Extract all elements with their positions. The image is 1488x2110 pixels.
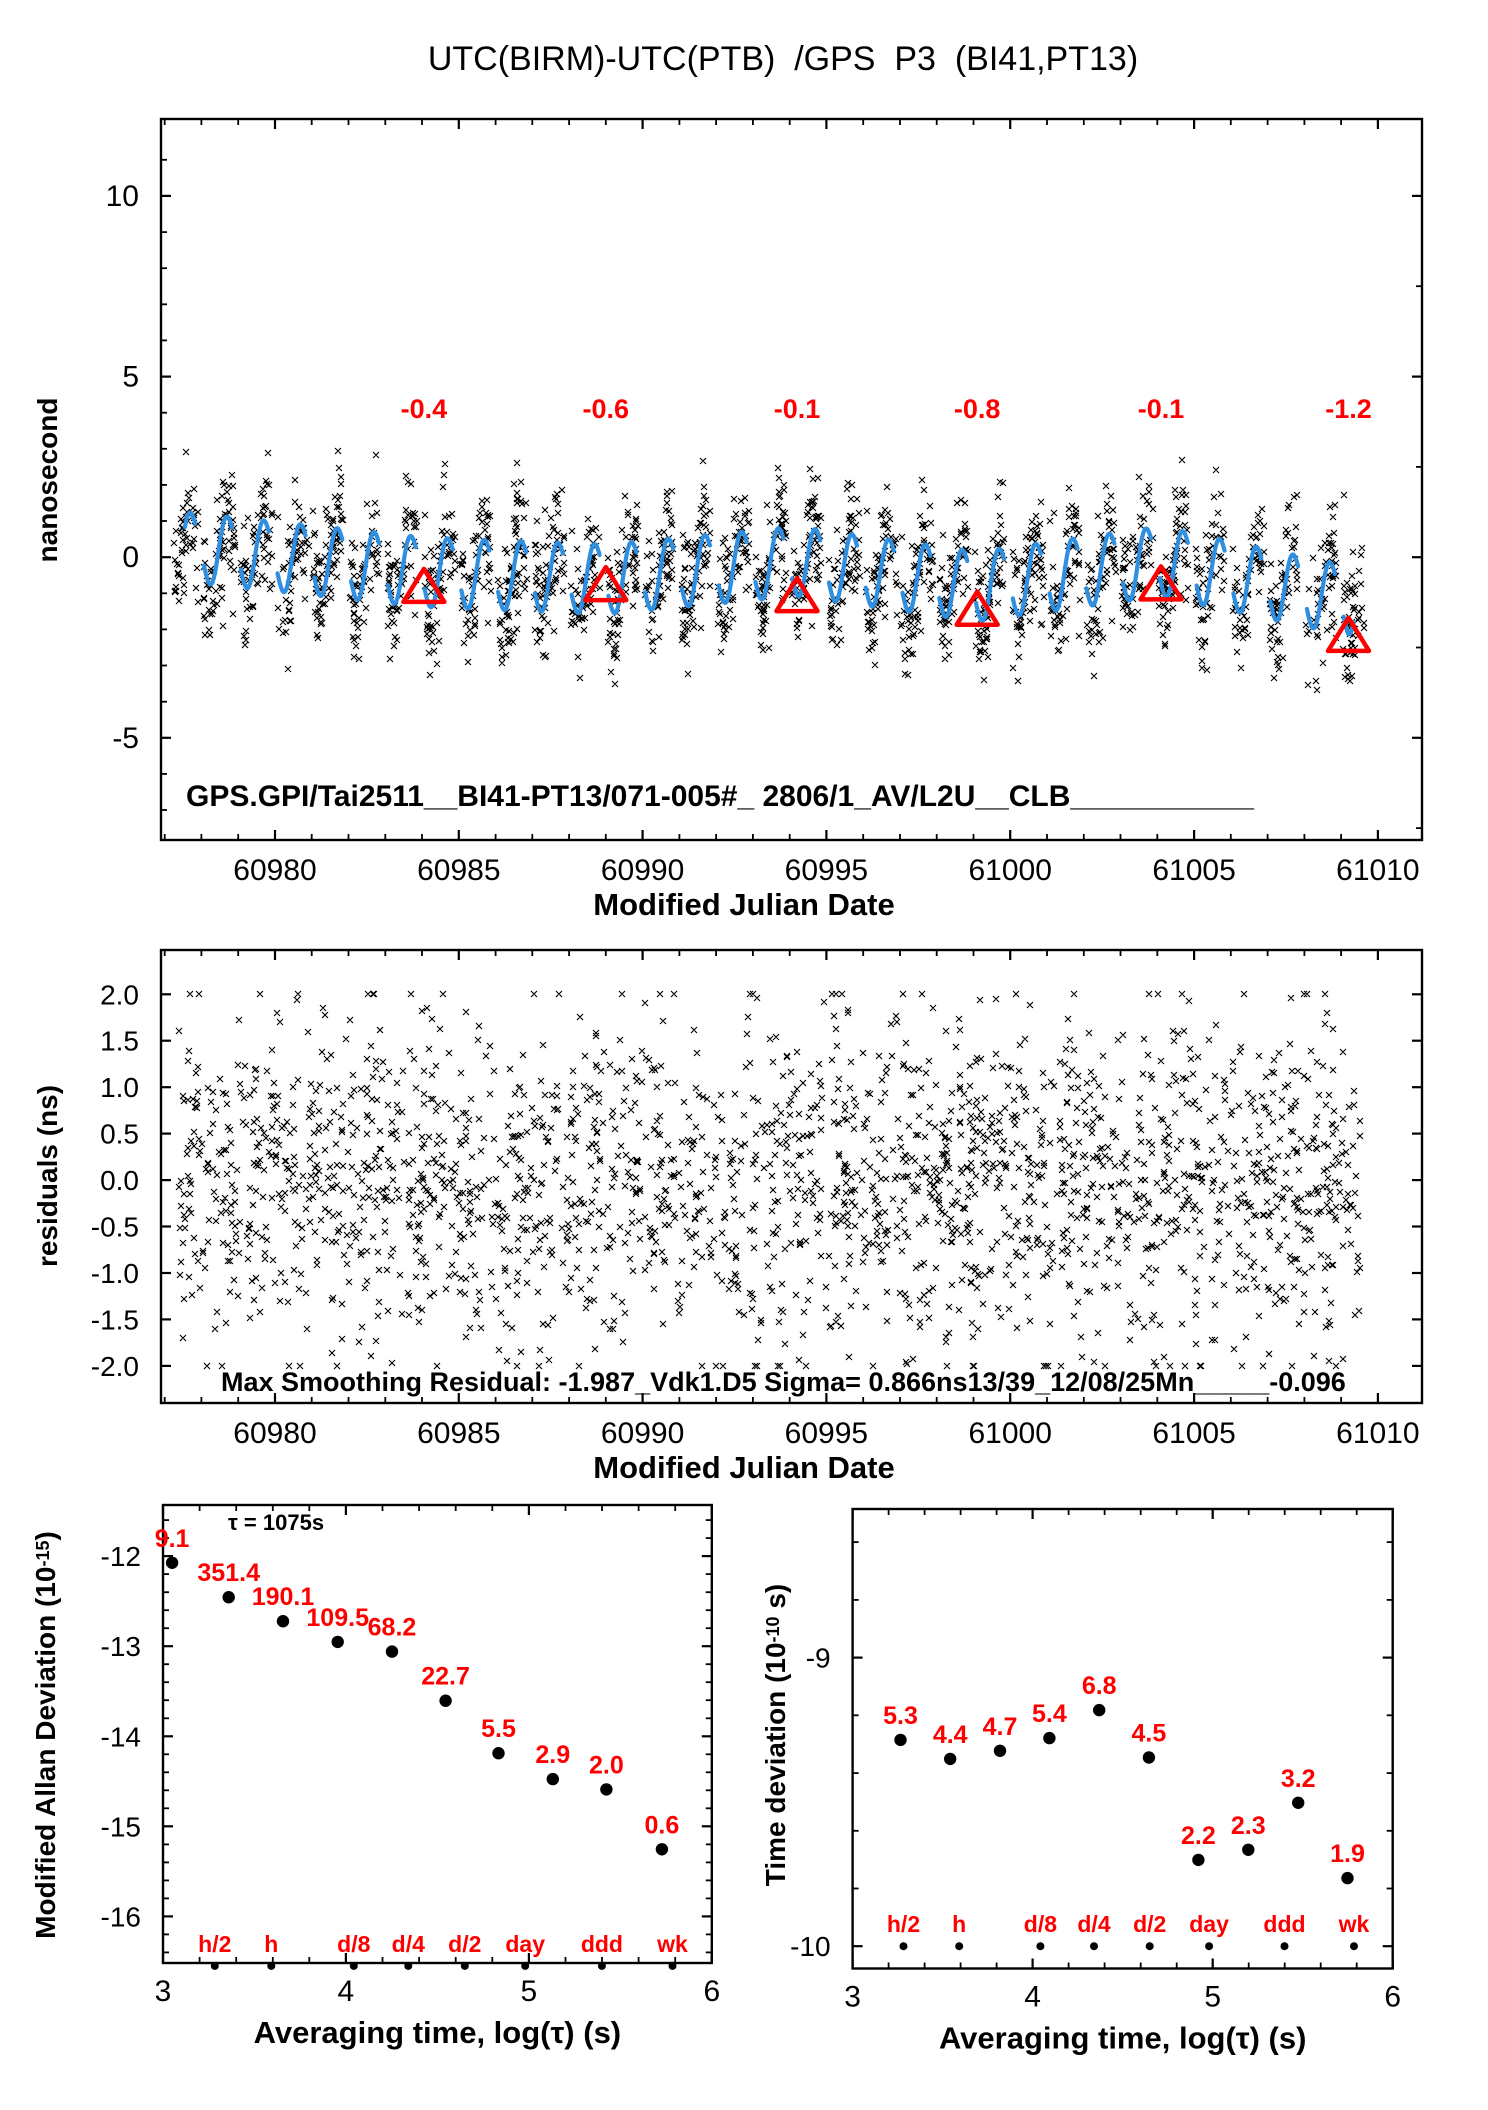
svg-text:5.4: 5.4 bbox=[1032, 1700, 1067, 1728]
svg-text:6.8: 6.8 bbox=[1082, 1672, 1117, 1700]
svg-text:Max Smoothing Residual: -1.987: Max Smoothing Residual: -1.987_Vdk1.D5 S… bbox=[221, 1367, 1346, 1397]
svg-text:10: 10 bbox=[106, 180, 139, 213]
svg-text:wk: wk bbox=[656, 1931, 688, 1957]
svg-text:4.4: 4.4 bbox=[933, 1721, 968, 1749]
svg-text:d/8: d/8 bbox=[1024, 1911, 1057, 1937]
svg-text:190.1: 190.1 bbox=[252, 1583, 315, 1611]
svg-text:61005: 61005 bbox=[1152, 1417, 1235, 1450]
svg-text:ddd: ddd bbox=[581, 1931, 623, 1957]
svg-text:d/8: d/8 bbox=[337, 1931, 370, 1957]
svg-text:ddd: ddd bbox=[1263, 1911, 1305, 1937]
svg-text:-12: -12 bbox=[101, 1541, 141, 1572]
svg-text:h: h bbox=[952, 1911, 966, 1937]
svg-text:68.2: 68.2 bbox=[368, 1614, 417, 1642]
svg-text:2.2: 2.2 bbox=[1181, 1822, 1216, 1850]
svg-text:-13: -13 bbox=[101, 1631, 141, 1662]
svg-text:-16: -16 bbox=[101, 1901, 141, 1932]
svg-text:-0.5: -0.5 bbox=[91, 1212, 139, 1243]
svg-text:5: 5 bbox=[521, 1975, 538, 2008]
svg-text:Averaging time, log(τ) (s): Averaging time, log(τ) (s) bbox=[254, 2015, 622, 2050]
svg-text:-1.5: -1.5 bbox=[91, 1304, 139, 1335]
svg-text:nanosecond: nanosecond bbox=[32, 398, 63, 563]
svg-text:5: 5 bbox=[122, 361, 139, 394]
svg-text:1.5: 1.5 bbox=[100, 1026, 139, 1057]
svg-text:day: day bbox=[505, 1931, 545, 1957]
svg-text:9.1: 9.1 bbox=[155, 1525, 190, 1553]
svg-text:61010: 61010 bbox=[1336, 1417, 1419, 1450]
svg-text:4.5: 4.5 bbox=[1132, 1720, 1167, 1748]
svg-text:-14: -14 bbox=[101, 1721, 141, 1752]
svg-text:-10: -10 bbox=[790, 1931, 830, 1962]
svg-text:GPS.GPI/Tai2511__BI41-PT13/071: GPS.GPI/Tai2511__BI41-PT13/071-005#_ 280… bbox=[186, 780, 1254, 813]
svg-text:d/2: d/2 bbox=[1133, 1911, 1166, 1937]
svg-text:4: 4 bbox=[338, 1975, 355, 2008]
svg-text:61000: 61000 bbox=[968, 854, 1051, 887]
svg-text:-0.4: -0.4 bbox=[401, 394, 448, 424]
svg-text:0: 0 bbox=[122, 541, 139, 574]
svg-text:1.9: 1.9 bbox=[1330, 1840, 1365, 1868]
svg-text:351.4: 351.4 bbox=[197, 1559, 260, 1587]
svg-text:3.2: 3.2 bbox=[1281, 1765, 1316, 1793]
svg-text:Modified Julian Date: Modified Julian Date bbox=[593, 887, 894, 922]
svg-text:22.7: 22.7 bbox=[421, 1663, 470, 1691]
svg-text:5: 5 bbox=[1204, 1981, 1221, 2014]
svg-text:109.5: 109.5 bbox=[306, 1604, 369, 1632]
svg-text:61010: 61010 bbox=[1336, 854, 1419, 887]
svg-text:0.0: 0.0 bbox=[100, 1165, 139, 1196]
svg-text:6: 6 bbox=[1384, 1981, 1401, 2014]
svg-text:wk: wk bbox=[1338, 1911, 1370, 1937]
svg-text:-0.1: -0.1 bbox=[774, 394, 821, 424]
svg-text:61005: 61005 bbox=[1152, 854, 1235, 887]
svg-text:d/4: d/4 bbox=[392, 1931, 425, 1957]
svg-text:2.0: 2.0 bbox=[589, 1751, 624, 1779]
svg-text:60980: 60980 bbox=[233, 1417, 316, 1450]
svg-text:-15: -15 bbox=[101, 1811, 141, 1842]
svg-text:-1.2: -1.2 bbox=[1325, 394, 1372, 424]
svg-text:1.0: 1.0 bbox=[100, 1072, 139, 1103]
svg-text:2.0: 2.0 bbox=[100, 979, 139, 1010]
svg-text:h: h bbox=[264, 1931, 278, 1957]
svg-text:d/2: d/2 bbox=[448, 1931, 481, 1957]
svg-text:-5: -5 bbox=[112, 722, 139, 755]
svg-text:60985: 60985 bbox=[417, 1417, 500, 1450]
svg-text:60990: 60990 bbox=[601, 1417, 684, 1450]
svg-text:5.5: 5.5 bbox=[481, 1715, 516, 1743]
svg-text:3: 3 bbox=[844, 1981, 861, 2014]
svg-text:60995: 60995 bbox=[785, 854, 868, 887]
svg-text:61000: 61000 bbox=[968, 1417, 1051, 1450]
svg-text:Averaging time, log(τ) (s): Averaging time, log(τ) (s) bbox=[939, 2021, 1307, 2056]
svg-text:2.3: 2.3 bbox=[1231, 1812, 1266, 1840]
svg-text:d/4: d/4 bbox=[1077, 1911, 1110, 1937]
svg-text:60990: 60990 bbox=[601, 854, 684, 887]
svg-text:0.6: 0.6 bbox=[645, 1811, 680, 1839]
svg-text:-0.1: -0.1 bbox=[1138, 394, 1185, 424]
svg-text:-0.6: -0.6 bbox=[583, 394, 630, 424]
svg-text:4: 4 bbox=[1024, 1981, 1041, 2014]
svg-text:Modified Allan Deviation (10-1: Modified Allan Deviation (10-15) bbox=[30, 1531, 61, 1939]
svg-text:-0.8: -0.8 bbox=[954, 394, 1001, 424]
svg-text:3: 3 bbox=[155, 1975, 172, 2008]
svg-text:residuals (ns): residuals (ns) bbox=[32, 1085, 63, 1267]
svg-text:6: 6 bbox=[703, 1975, 720, 2008]
svg-text:4.7: 4.7 bbox=[983, 1713, 1018, 1741]
svg-text:60980: 60980 bbox=[233, 854, 316, 887]
svg-text:-1.0: -1.0 bbox=[91, 1258, 139, 1289]
svg-text:h/2: h/2 bbox=[887, 1911, 920, 1937]
svg-text:day: day bbox=[1189, 1911, 1229, 1937]
svg-text:0.5: 0.5 bbox=[100, 1119, 139, 1150]
svg-text:τ = 1075s: τ = 1075s bbox=[228, 1510, 324, 1535]
svg-text:UTC(BIRM)-UTC(PTB) /GPS P3: UTC(BIRM)-UTC(PTB) /GPS P3 (BI41,PT13) bbox=[428, 40, 1138, 78]
svg-text:-2.0: -2.0 bbox=[91, 1351, 139, 1382]
svg-text:60985: 60985 bbox=[417, 854, 500, 887]
svg-text:60995: 60995 bbox=[785, 1417, 868, 1450]
svg-text:5.3: 5.3 bbox=[883, 1702, 918, 1730]
svg-text:2.9: 2.9 bbox=[535, 1741, 570, 1769]
svg-text:-9: -9 bbox=[806, 1643, 831, 1674]
svg-text:h/2: h/2 bbox=[198, 1931, 231, 1957]
svg-text:Modified Julian Date: Modified Julian Date bbox=[593, 1450, 894, 1485]
